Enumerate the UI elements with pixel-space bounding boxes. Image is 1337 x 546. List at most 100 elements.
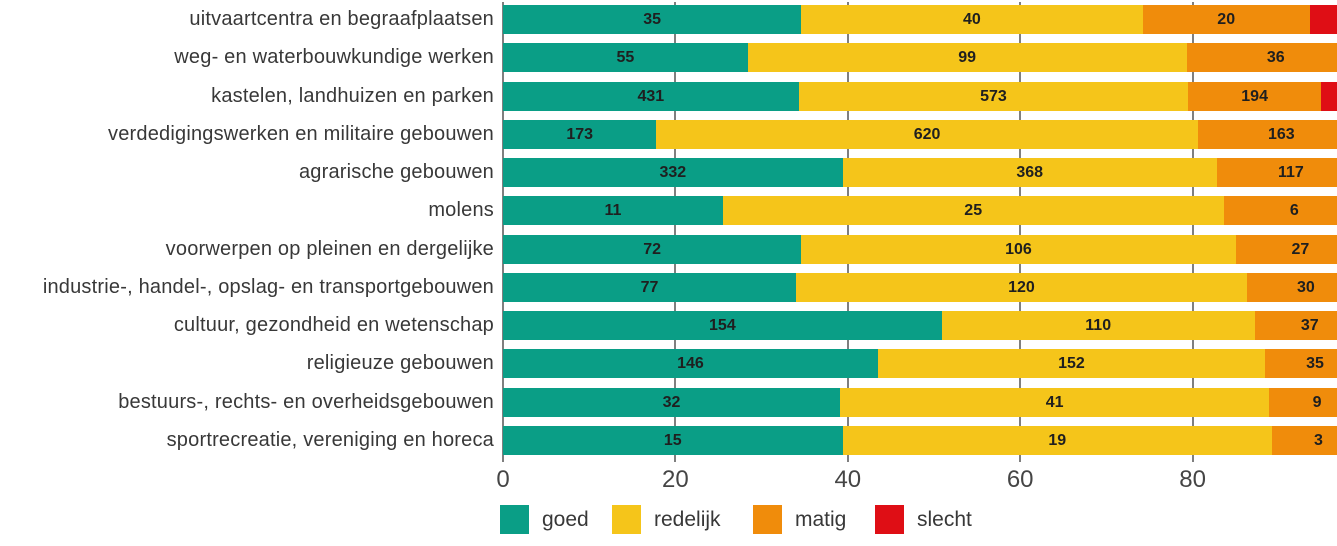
segment-value: 99 [958, 48, 977, 66]
bar-segment-goed: 431 [503, 82, 799, 111]
segment-value: 25 [964, 201, 983, 219]
segment-value: 6 [1289, 201, 1299, 219]
bar-row: 173 620 163 [503, 120, 1337, 149]
segment-value: 36 [1266, 48, 1285, 66]
bar-segment-matig: 6 [1223, 196, 1337, 225]
bar-segment-goed: 15 [503, 426, 843, 455]
bar-segment-slecht [1321, 82, 1337, 111]
segment-value: 194 [1241, 87, 1268, 105]
row-label: voorwerpen op pleinen en dergelijke [165, 238, 494, 260]
row-label: bestuurs-, rechts- en overheidsgebouwen [118, 391, 494, 413]
bar-segment-goed: 154 [503, 311, 942, 340]
x-tick-label: 60 [1006, 466, 1034, 493]
segment-value: 19 [1048, 431, 1067, 449]
legend-item-goed: goed [500, 505, 589, 534]
segment-value: 15 [663, 431, 682, 449]
segment-value: 173 [566, 125, 594, 143]
row-label: cultuur, gezondheid en wetenschap [173, 314, 494, 336]
segment-value: 77 [640, 278, 659, 296]
bar-segment-matig: 194 [1188, 82, 1321, 111]
bar-row: 77 120 30 [503, 273, 1337, 302]
bar-row: 15 19 3 [503, 426, 1337, 455]
gridline-20 [674, 2, 677, 462]
bar-segment-redelijk: 573 [798, 82, 1189, 111]
bar-segment-goed: 35 [503, 5, 802, 34]
legend-swatch-icon [612, 505, 641, 534]
gridline-0 [502, 2, 504, 462]
segment-value: 35 [1306, 354, 1324, 372]
segment-value: 110 [1085, 316, 1112, 334]
bar-segment-redelijk: 99 [747, 43, 1187, 72]
segment-value: 573 [980, 87, 1007, 105]
segment-value: 20 [1217, 10, 1236, 28]
segment-value: 154 [709, 316, 736, 334]
row-label: weg- en waterbouwkundige werken [174, 46, 494, 68]
segment-value: 368 [1016, 163, 1044, 181]
bar-segment-redelijk: 620 [656, 120, 1198, 149]
bar-segment-goed: 32 [503, 388, 841, 417]
bar-segment-redelijk: 120 [796, 273, 1247, 302]
gridline-60 [1019, 2, 1022, 462]
x-tick-label: 20 [662, 466, 689, 493]
segment-value: 152 [1058, 354, 1085, 372]
bar-segment-redelijk: 19 [842, 426, 1272, 455]
segment-value: 27 [1291, 240, 1310, 258]
segment-value: 431 [637, 87, 665, 105]
bar-segment-matig: 30 [1246, 273, 1337, 302]
gridline-40 [846, 2, 849, 462]
segment-value: 55 [616, 48, 635, 66]
bar-row: 55 99 36 [503, 43, 1337, 72]
gridline-80 [1191, 2, 1194, 462]
bar-segment-goed: 72 [503, 235, 802, 264]
row-label: industrie-, handel-, opslag- en transpor… [42, 276, 494, 298]
legend-item-slecht: slecht [875, 505, 972, 534]
bar-segment-goed: 11 [503, 196, 723, 225]
bar-row: 154 110 37 [503, 311, 1337, 340]
bar-segment-matig: 3 [1271, 426, 1337, 455]
segment-value: 146 [677, 354, 704, 372]
bar-segment-matig: 163 [1197, 120, 1337, 149]
row-label: religieuze gebouwen [306, 352, 494, 374]
bar-segment-goed: 146 [503, 349, 878, 378]
legend-swatch-icon [875, 505, 904, 534]
segment-value: 11 [604, 201, 622, 219]
bar-segment-redelijk: 110 [941, 311, 1255, 340]
bar-row: 72 106 27 [503, 235, 1337, 264]
bar-segment-matig: 36 [1186, 43, 1337, 72]
row-label: verdedigingswerken en militaire gebouwen [108, 123, 494, 145]
bar-segment-matig: 35 [1265, 349, 1337, 378]
bar-row: 332 368 117 [503, 158, 1337, 187]
bar-segment-redelijk: 152 [877, 349, 1265, 378]
segment-value: 35 [643, 10, 662, 28]
segment-value: 32 [662, 393, 681, 411]
legend-label: redelijk [654, 508, 721, 531]
segment-value: 117 [1277, 163, 1304, 181]
bar-segment-redelijk: 40 [801, 5, 1143, 34]
bar-row: 32 41 9 [503, 388, 1337, 417]
legend-swatch-icon [500, 505, 529, 534]
segment-value: 72 [643, 240, 662, 258]
segment-value: 9 [1312, 393, 1322, 411]
bar-segment-redelijk: 368 [842, 158, 1217, 187]
segment-value: 332 [659, 163, 687, 181]
bar-segment-goed: 55 [503, 43, 748, 72]
bar-segment-goed: 77 [503, 273, 797, 302]
segment-value: 40 [963, 10, 981, 28]
bar-segment-redelijk: 41 [840, 388, 1270, 417]
bar-segment-slecht [1309, 5, 1337, 34]
bar-segment-matig: 20 [1142, 5, 1310, 34]
segment-value: 3 [1313, 431, 1323, 449]
segment-value: 106 [1005, 240, 1032, 258]
row-label: kastelen, landhuizen en parken [211, 85, 494, 107]
segment-value: 120 [1008, 278, 1035, 296]
segment-value: 163 [1268, 125, 1295, 143]
bar-segment-matig: 9 [1269, 388, 1337, 417]
x-tick-label: 0 [496, 466, 510, 493]
segment-value: 30 [1297, 278, 1315, 296]
legend-label: goed [542, 508, 589, 531]
row-label: sportrecreatie, vereniging en horeca [166, 429, 494, 451]
row-label: uitvaartcentra en begraafplaatsen [189, 8, 494, 30]
legend-item-redelijk: redelijk [612, 505, 721, 534]
x-tick-label: 40 [834, 466, 862, 493]
